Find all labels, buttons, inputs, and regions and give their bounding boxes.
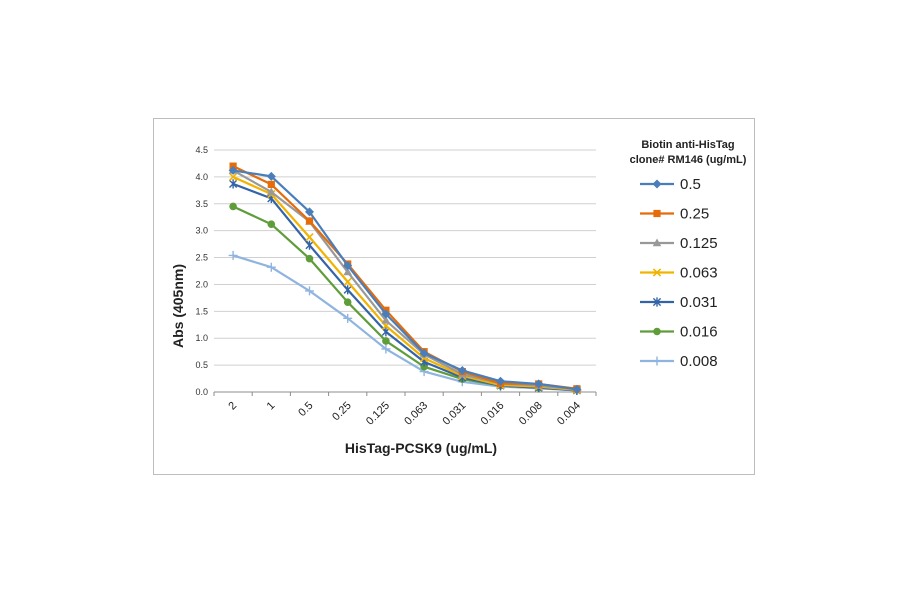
data-point	[228, 250, 238, 260]
data-point	[343, 285, 352, 295]
data-point	[652, 297, 662, 307]
y-tick-label: 1.5	[195, 306, 208, 316]
data-point	[266, 262, 276, 272]
data-point	[653, 327, 661, 336]
legend-label: 0.016	[680, 324, 718, 341]
series-0.008	[228, 250, 582, 395]
y-tick-label: 0.0	[195, 387, 208, 397]
y-tick-label: 2.5	[195, 253, 208, 263]
x-tick-label: 2	[226, 400, 239, 413]
data-point	[381, 309, 391, 319]
data-point	[305, 286, 314, 296]
x-tick-label: 0.063	[402, 400, 430, 428]
y-tick-label: 2.0	[195, 279, 208, 289]
data-point	[420, 362, 428, 371]
data-point	[343, 313, 353, 323]
data-point	[229, 179, 238, 189]
legend-title-line2: clone# RM146 (ug/mL)	[630, 154, 747, 166]
data-point	[382, 337, 390, 345]
legend-item-0.125: 0.125	[640, 235, 718, 252]
legend-item-0.016: 0.016	[640, 324, 718, 341]
data-point	[652, 238, 662, 247]
y-tick-label: 4.5	[195, 145, 208, 155]
legend-item-0.5: 0.5	[640, 176, 701, 193]
data-point	[419, 348, 429, 358]
data-point	[267, 187, 276, 196]
legend: Biotin anti-HisTag clone# RM146 (ug/mL) …	[630, 139, 747, 370]
legend-label: 0.5	[680, 176, 701, 193]
y-axis-title: Abs (405nm)	[170, 264, 186, 348]
legend-item-0.031: 0.031	[640, 294, 718, 311]
data-point	[343, 267, 352, 276]
y-tick-label: 0.5	[195, 360, 208, 370]
line-chart: 0.0 0.5 1.0 1.5 2.0 2.5 3.0 3.5 4.0 4.5 2 1 0.5 0.25…	[170, 139, 747, 456]
legend-title-line1: Biotin anti-HisTag	[641, 139, 734, 151]
x-tick-label: 1	[265, 400, 278, 413]
data-point	[305, 207, 314, 217]
data-point	[572, 384, 582, 394]
x-tick-label: 0.004	[555, 400, 583, 428]
data-point	[343, 277, 352, 286]
legend-item-0.25: 0.25	[640, 206, 709, 223]
series-line	[232, 169, 578, 391]
x-tick-label: 0.008	[517, 400, 545, 428]
x-tick-label: 0.25	[330, 400, 354, 424]
data-point	[496, 376, 505, 386]
legend-label: 0.25	[680, 206, 709, 223]
series-line	[232, 169, 578, 391]
legend-item-0.008: 0.008	[640, 353, 718, 370]
data-point	[266, 171, 276, 181]
data-point	[228, 172, 238, 182]
data-point	[381, 344, 391, 354]
legend-item-0.063: 0.063	[640, 265, 718, 282]
legend-label: 0.063	[680, 265, 718, 282]
data-point	[305, 240, 314, 250]
series-0.25	[229, 162, 581, 393]
series-lines	[228, 162, 582, 395]
data-point	[343, 298, 352, 306]
data-point	[267, 220, 276, 229]
data-point	[534, 379, 544, 389]
series-0.125	[228, 165, 582, 393]
x-tick-label: 0.031	[440, 400, 468, 428]
chart-frame: 0.0 0.5 1.0 1.5 2.0 2.5 3.0 3.5 4.0 4.5 2 1 0.5 0.25…	[153, 118, 755, 475]
data-point	[343, 261, 353, 271]
y-axis-ticks: 0.0 0.5 1.0 1.5 2.0 2.5 3.0 3.5 4.0 4.5	[195, 145, 208, 397]
series-0.5	[228, 165, 582, 394]
data-point	[652, 179, 662, 189]
data-point	[652, 356, 662, 366]
data-point	[305, 254, 314, 263]
legend-label: 0.031	[680, 294, 718, 311]
y-tick-label: 3.5	[195, 199, 208, 209]
series-0.031	[229, 179, 581, 395]
x-tick-label: 0.125	[364, 400, 392, 428]
data-point	[228, 165, 238, 175]
series-line	[232, 165, 578, 390]
data-point	[653, 209, 661, 218]
x-tick-label: 0.016	[479, 400, 507, 428]
x-tick-label: 0.5	[296, 400, 315, 419]
series-line	[232, 175, 577, 391]
y-tick-label: 3.0	[195, 226, 208, 236]
data-point	[305, 217, 314, 225]
data-point	[229, 202, 237, 211]
y-tick-label: 4.0	[195, 172, 208, 182]
data-point	[457, 365, 467, 375]
legend-label: 0.008	[680, 353, 718, 370]
y-tick-label: 1.0	[195, 333, 208, 343]
data-point	[381, 315, 391, 324]
series-line	[232, 254, 577, 392]
data-point	[267, 180, 275, 189]
data-point	[305, 232, 314, 242]
x-axis-title: HisTag-PCSK9 (ug/mL)	[345, 440, 497, 456]
legend-label: 0.125	[680, 235, 718, 252]
x-axis-ticks: 2 1 0.5 0.25 0.125 0.063 0.031 0.016 0.008 0.004	[226, 400, 583, 428]
data-point	[652, 268, 662, 277]
series-line	[232, 205, 577, 391]
